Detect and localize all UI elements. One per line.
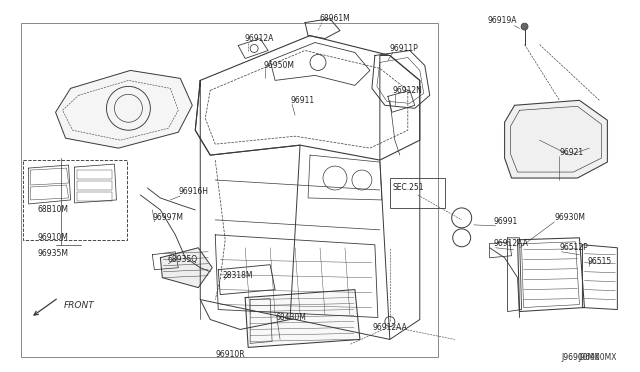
Text: 96912AA: 96912AA	[493, 239, 529, 248]
Text: 96930M: 96930M	[554, 214, 586, 222]
Text: 96911: 96911	[290, 96, 314, 105]
Text: 96916H: 96916H	[179, 187, 208, 196]
Text: 96910R: 96910R	[216, 350, 245, 359]
Text: 96912A: 96912A	[244, 34, 273, 43]
Text: 68961M: 68961M	[320, 14, 351, 23]
Text: J96900MX: J96900MX	[561, 353, 600, 362]
Text: 96912N: 96912N	[393, 86, 422, 95]
Text: 96515: 96515	[588, 257, 612, 266]
Text: 96911P: 96911P	[390, 44, 419, 53]
Polygon shape	[56, 70, 192, 148]
Polygon shape	[161, 248, 212, 288]
Text: 96910M: 96910M	[37, 233, 68, 242]
Text: 96991: 96991	[493, 217, 518, 227]
Bar	[22, 160, 127, 240]
Text: 28318M: 28318M	[222, 271, 253, 280]
Text: 68B10M: 68B10M	[37, 205, 68, 214]
Text: 96950M: 96950M	[263, 61, 294, 70]
Text: 96997M: 96997M	[152, 214, 184, 222]
Circle shape	[521, 23, 528, 30]
Text: 96512P: 96512P	[559, 243, 588, 252]
Polygon shape	[245, 290, 360, 347]
Text: J96900MX: J96900MX	[579, 353, 618, 362]
Text: 68935Q: 68935Q	[167, 255, 198, 264]
Text: FRONT: FRONT	[63, 301, 94, 310]
Text: 68430M: 68430M	[275, 313, 306, 322]
Text: SEC.251: SEC.251	[393, 183, 424, 192]
Text: 96919A: 96919A	[488, 16, 517, 25]
Bar	[390, 178, 445, 208]
Bar	[20, 23, 438, 357]
Polygon shape	[504, 100, 607, 178]
Text: 96912AA: 96912AA	[372, 323, 407, 332]
Text: 96921: 96921	[559, 148, 584, 157]
Text: 96935M: 96935M	[37, 249, 68, 258]
